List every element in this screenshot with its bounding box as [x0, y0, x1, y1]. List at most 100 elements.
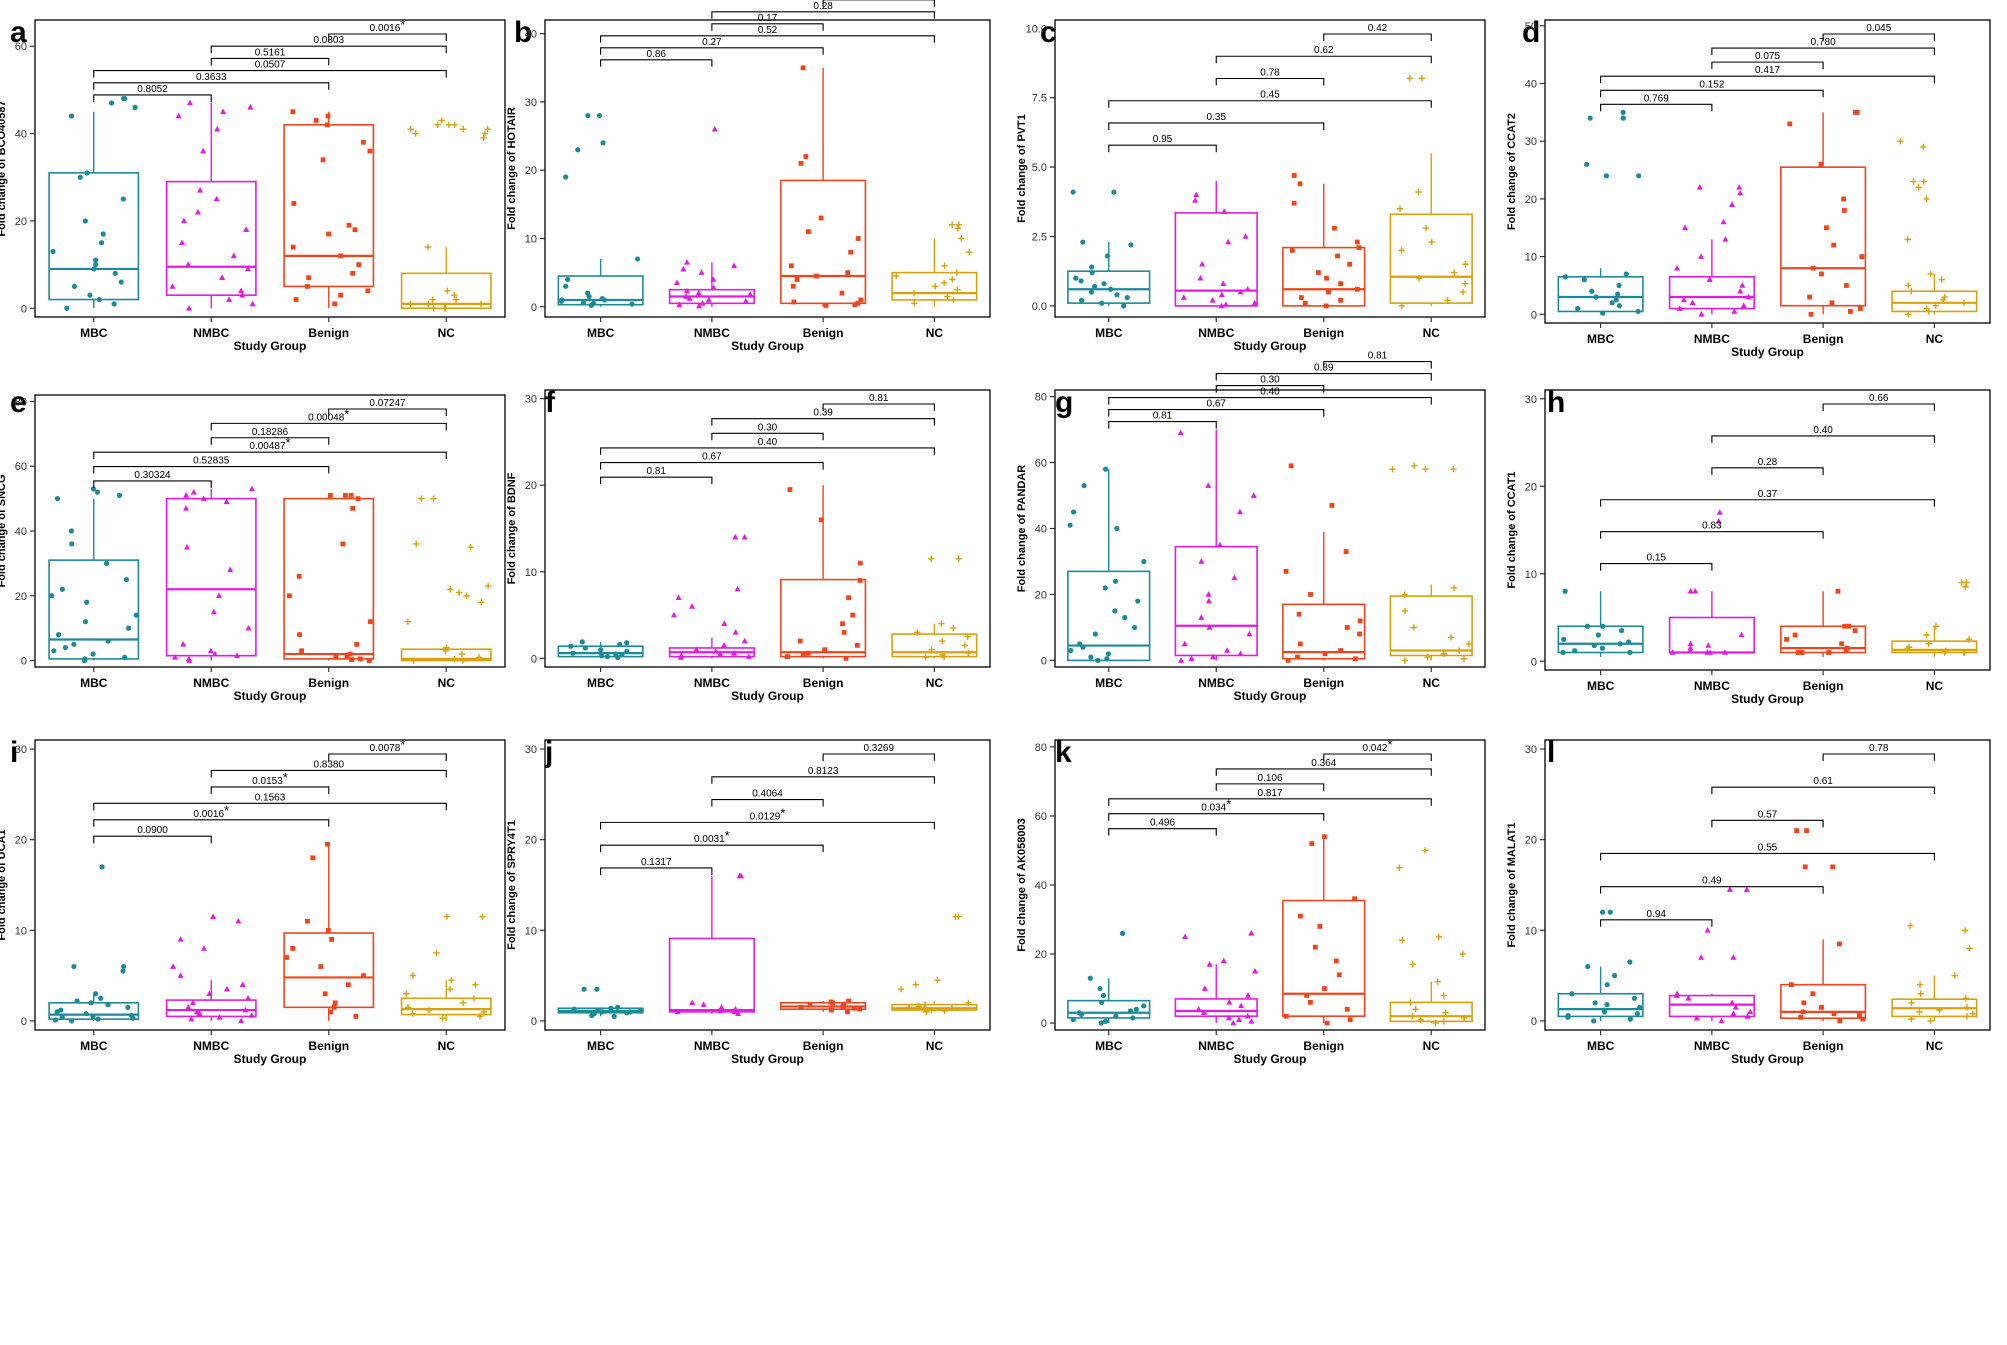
- data-point: [1199, 260, 1206, 267]
- data-point: [1099, 300, 1105, 306]
- data-point: [732, 533, 739, 540]
- data-point: [248, 1012, 255, 1018]
- data-point: [451, 655, 458, 663]
- comparison-bracket: 0.35: [1108, 112, 1325, 130]
- data-point: [1192, 197, 1199, 203]
- p-value-label: 0.78: [1869, 743, 1889, 754]
- data-point: [1747, 1008, 1754, 1015]
- data-point: [1603, 173, 1610, 179]
- y-tick-label: 2.5: [1032, 232, 1047, 244]
- data-point: [1220, 280, 1227, 286]
- box-nc: [891, 238, 978, 307]
- data-point: [1236, 508, 1243, 515]
- data-point: [1589, 288, 1595, 294]
- data-point: [1904, 236, 1912, 243]
- data-point: [470, 995, 478, 1002]
- y-tick-label: 0: [1531, 656, 1537, 668]
- data-point: [247, 104, 254, 110]
- data-point: [367, 148, 373, 154]
- data-point: [88, 1000, 94, 1006]
- data-point: [857, 578, 863, 583]
- points-mbc: [1562, 109, 1642, 316]
- p-value-label: 0.3633: [196, 72, 227, 83]
- data-point: [403, 990, 410, 997]
- data-point: [216, 1014, 223, 1020]
- points-nc: [407, 117, 491, 312]
- data-point: [939, 651, 946, 659]
- data-point: [1739, 282, 1746, 288]
- x-tick-label: NMBC: [694, 1039, 730, 1053]
- y-tick-label: 0: [531, 1016, 537, 1028]
- data-point: [1593, 294, 1599, 300]
- data-point: [206, 990, 213, 997]
- data-point: [1333, 958, 1339, 964]
- data-point: [598, 647, 604, 653]
- data-point: [467, 543, 474, 551]
- points-benign: [798, 998, 863, 1015]
- data-point: [87, 292, 93, 298]
- data-point: [721, 620, 728, 627]
- points-nc: [1389, 462, 1473, 664]
- points-benign: [788, 65, 864, 308]
- data-point: [1424, 653, 1431, 661]
- data-point: [242, 1006, 249, 1013]
- x-tick-label: NC: [1423, 1039, 1441, 1053]
- box-benign: [780, 1001, 867, 1012]
- p-value-label: 0.67: [702, 452, 722, 463]
- x-tick-label: MBC: [587, 326, 615, 340]
- data-point: [1705, 642, 1712, 648]
- data-point: [305, 284, 310, 289]
- bracket-line: [1108, 144, 1217, 153]
- data-point: [1417, 1016, 1424, 1023]
- data-point: [921, 1001, 929, 1008]
- data-point: [354, 641, 360, 647]
- points-nmbc: [171, 485, 255, 663]
- box-body: [1668, 276, 1755, 310]
- data-point: [1737, 189, 1744, 196]
- points-nmbc: [674, 872, 744, 1016]
- data-point: [213, 195, 220, 202]
- data-point: [328, 492, 333, 498]
- comparison-bracket: 0.81: [822, 393, 935, 411]
- data-point: [178, 239, 185, 246]
- bracket-line: [93, 465, 330, 474]
- data-point: [1718, 1017, 1725, 1024]
- data-point: [1112, 578, 1119, 584]
- data-point: [1088, 654, 1094, 660]
- box-body: [1780, 625, 1867, 654]
- data-point: [1410, 624, 1418, 631]
- p-value-label: 0.52835: [193, 456, 230, 467]
- data-point: [1706, 276, 1713, 283]
- bracket-line: [1822, 33, 1935, 41]
- data-point: [1618, 628, 1625, 634]
- p-value-label: 0.27: [702, 37, 722, 48]
- box-nc: [1389, 153, 1473, 306]
- p-value-label: 0.780: [1811, 37, 1836, 48]
- significance-star: *: [286, 435, 291, 450]
- data-point: [1569, 991, 1575, 997]
- x-axis-title: Study Group: [1731, 345, 1804, 359]
- data-point: [624, 648, 630, 655]
- data-point: [459, 999, 467, 1007]
- data-point: [591, 1011, 597, 1017]
- data-point: [950, 296, 957, 304]
- y-tick-label: 20: [15, 591, 27, 603]
- data-point: [854, 642, 860, 648]
- data-point: [1600, 310, 1606, 316]
- data-point: [790, 283, 796, 289]
- data-point: [1291, 200, 1297, 206]
- points-nc: [1906, 922, 1977, 1025]
- bracket-line: [93, 94, 212, 102]
- data-point: [455, 589, 463, 596]
- box-body: [780, 179, 867, 305]
- y-tick-label: 40: [1035, 524, 1047, 536]
- panel-letter: g: [1055, 386, 1073, 419]
- data-point: [1460, 655, 1468, 662]
- p-value-label: 0.8052: [137, 84, 168, 95]
- data-point: [1859, 254, 1865, 260]
- data-point: [1357, 618, 1363, 624]
- data-point: [604, 654, 611, 660]
- y-tick-label: 10: [1525, 925, 1537, 937]
- data-point: [1119, 930, 1126, 936]
- x-axis-title: Study Group: [1234, 1052, 1307, 1066]
